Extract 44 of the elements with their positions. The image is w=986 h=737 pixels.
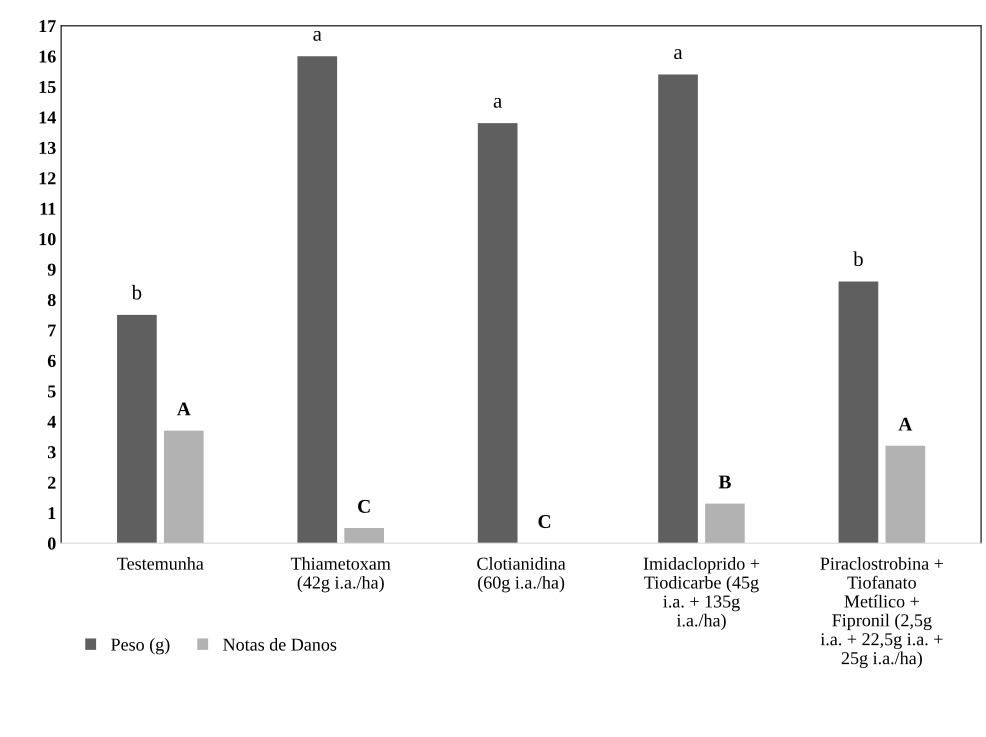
bar — [344, 528, 384, 544]
x-tick-label: Piraclostrobina + Tiofanato Metílico + Fipronil (2,5g i.a. + 22,5g i.a. + 25g i.a./ha) — [820, 557, 943, 668]
y-tick-label: 9 — [48, 264, 56, 276]
y-tick-label: 4 — [47, 416, 56, 428]
y-tick-label: 14 — [40, 111, 56, 124]
y-tick-label: 0 — [48, 537, 56, 550]
bar — [658, 74, 698, 544]
y-tick-label: 7 — [48, 324, 56, 336]
annotation: B — [718, 476, 731, 488]
bar — [478, 123, 518, 544]
x-tick-label: Imidacloprido + Tiodicarbe (45g i.a. + 135g i.a./ha) — [644, 557, 760, 630]
y-tick-label: 17 — [40, 20, 56, 32]
legend-label: Peso (g) — [111, 638, 170, 654]
annotation: A — [176, 402, 191, 416]
x-tick-label: Thiametoxam (42g i.a./ha) — [290, 557, 391, 592]
y-tick-label: 6 — [48, 354, 56, 368]
bar — [705, 504, 745, 544]
legend-label: Notas de Danos — [223, 638, 336, 651]
y-tick-label: 10 — [40, 233, 56, 246]
annotation: C — [358, 500, 370, 513]
y-tick-label: 1 — [48, 507, 56, 519]
annotation: b — [853, 251, 863, 266]
bar — [117, 314, 157, 544]
y-tick-label: 12 — [40, 172, 56, 184]
bar — [164, 430, 204, 544]
bar — [885, 446, 926, 544]
annotation: a — [494, 98, 502, 108]
y-tick-label: 13 — [40, 142, 56, 154]
y-tick-label: 15 — [40, 81, 56, 94]
y-tick-label: 16 — [40, 50, 56, 63]
annotation: b — [132, 284, 142, 300]
y-tick-label: 3 — [48, 446, 56, 458]
x-tick-label: Clotianidina (60g i.a./ha) — [477, 557, 566, 592]
y-tick-label: 2 — [48, 476, 56, 489]
y-tick-label: 11 — [40, 202, 56, 215]
bar — [297, 56, 338, 544]
y-tick-label: 5 — [48, 385, 56, 398]
annotation: a — [313, 30, 322, 41]
x-tick-label: Testemunha — [117, 557, 204, 570]
y-tick-label: 8 — [48, 294, 56, 306]
annotation: C — [538, 515, 550, 528]
annotation: a — [674, 49, 682, 60]
bar — [838, 281, 878, 544]
annotation: A — [898, 418, 912, 431]
